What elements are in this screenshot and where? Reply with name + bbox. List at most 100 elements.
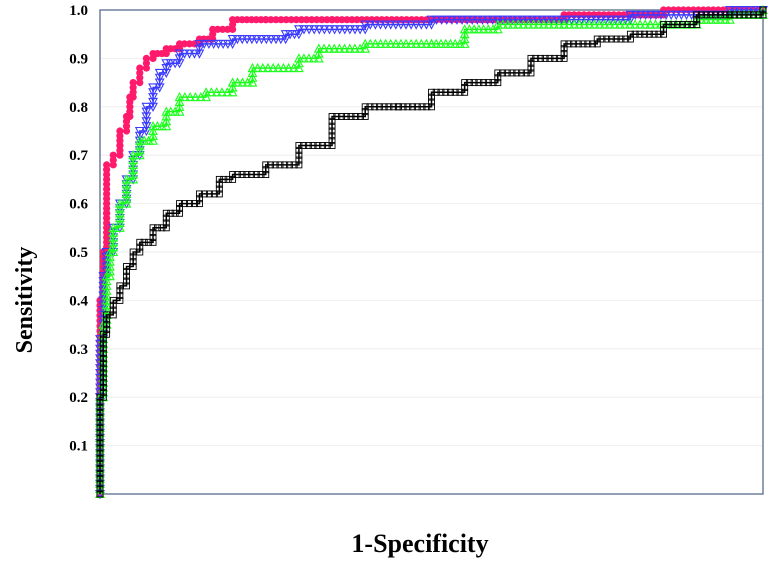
data-point	[96, 429, 104, 437]
data-point	[304, 25, 315, 35]
data-point	[283, 62, 294, 73]
data-point	[375, 38, 386, 48]
data-point	[99, 379, 107, 387]
data-point	[176, 200, 184, 208]
data-point	[457, 15, 468, 25]
data-point	[497, 15, 508, 25]
data-point	[247, 77, 258, 87]
data-point	[101, 295, 112, 305]
data-point	[194, 49, 205, 59]
data-point	[426, 38, 437, 48]
data-point	[329, 43, 340, 53]
data-point	[380, 103, 388, 111]
data-point	[205, 190, 213, 198]
data-point	[251, 34, 262, 45]
data-point	[215, 180, 223, 188]
data-point	[116, 292, 124, 300]
data-point	[584, 40, 592, 48]
data-point	[631, 30, 639, 38]
data-point	[149, 229, 157, 237]
data-point	[360, 43, 371, 53]
data-point	[328, 113, 336, 120]
data-point	[194, 44, 205, 54]
data-point	[288, 62, 299, 73]
data-point	[440, 38, 451, 48]
data-point	[308, 16, 316, 24]
data-point	[328, 137, 336, 145]
data-point	[174, 96, 185, 107]
data-point	[266, 34, 277, 45]
data-point	[701, 14, 712, 24]
data-point	[201, 87, 211, 97]
data-point	[548, 19, 559, 29]
data-point	[303, 53, 314, 63]
data-point	[477, 15, 488, 25]
data-point	[99, 374, 107, 382]
data-point	[370, 20, 381, 30]
data-point	[527, 15, 538, 25]
data-point	[329, 25, 340, 35]
data-point	[716, 11, 724, 19]
data-point	[313, 53, 324, 63]
data-point	[128, 164, 139, 174]
data-point	[121, 174, 132, 184]
data-point	[459, 29, 470, 39]
data-point	[185, 91, 196, 102]
data-point	[612, 35, 620, 43]
data-point	[551, 54, 559, 62]
data-point	[298, 53, 309, 63]
data-point	[222, 87, 233, 97]
data-point	[605, 15, 616, 25]
data-point	[626, 30, 634, 38]
data-point	[319, 25, 330, 35]
data-point	[428, 98, 435, 106]
data-point	[395, 20, 406, 30]
data-point	[497, 19, 508, 29]
data-point	[409, 103, 417, 111]
data-point	[186, 200, 193, 208]
data-point	[101, 280, 112, 290]
data-point	[121, 188, 132, 198]
data-point	[148, 93, 158, 103]
y-tick-label: 0.1	[69, 439, 88, 455]
data-point	[641, 30, 649, 38]
data-point	[636, 30, 644, 38]
data-point	[194, 39, 205, 50]
data-point	[688, 21, 696, 28]
data-point	[129, 263, 137, 270]
data-point	[99, 384, 107, 391]
data-point	[608, 35, 615, 43]
data-point	[96, 434, 104, 442]
data-point	[492, 19, 503, 29]
data-point	[300, 142, 308, 149]
data-point	[431, 15, 442, 25]
data-point	[285, 161, 293, 169]
data-point	[423, 103, 431, 111]
data-point	[304, 142, 312, 149]
data-point	[248, 171, 255, 179]
data-point	[101, 285, 112, 295]
data-point	[96, 439, 104, 447]
data-point	[630, 10, 641, 21]
data-point	[174, 101, 185, 111]
data-point	[108, 232, 119, 242]
data-point	[136, 64, 144, 72]
data-point	[227, 82, 238, 92]
data-point	[660, 25, 667, 33]
data-point	[99, 355, 107, 362]
data-point	[96, 444, 104, 452]
y-tick-label: 0.7	[69, 148, 88, 164]
data-point	[360, 25, 371, 35]
data-point	[229, 175, 237, 183]
data-point	[180, 40, 189, 48]
data-point	[546, 54, 554, 62]
data-point	[215, 175, 223, 183]
data-point	[195, 195, 203, 203]
data-point	[693, 11, 701, 19]
data-point	[503, 19, 513, 29]
data-point	[462, 15, 473, 25]
data-point	[114, 203, 125, 213]
data-point	[473, 24, 484, 34]
data-point	[189, 49, 200, 59]
data-point	[295, 142, 303, 149]
